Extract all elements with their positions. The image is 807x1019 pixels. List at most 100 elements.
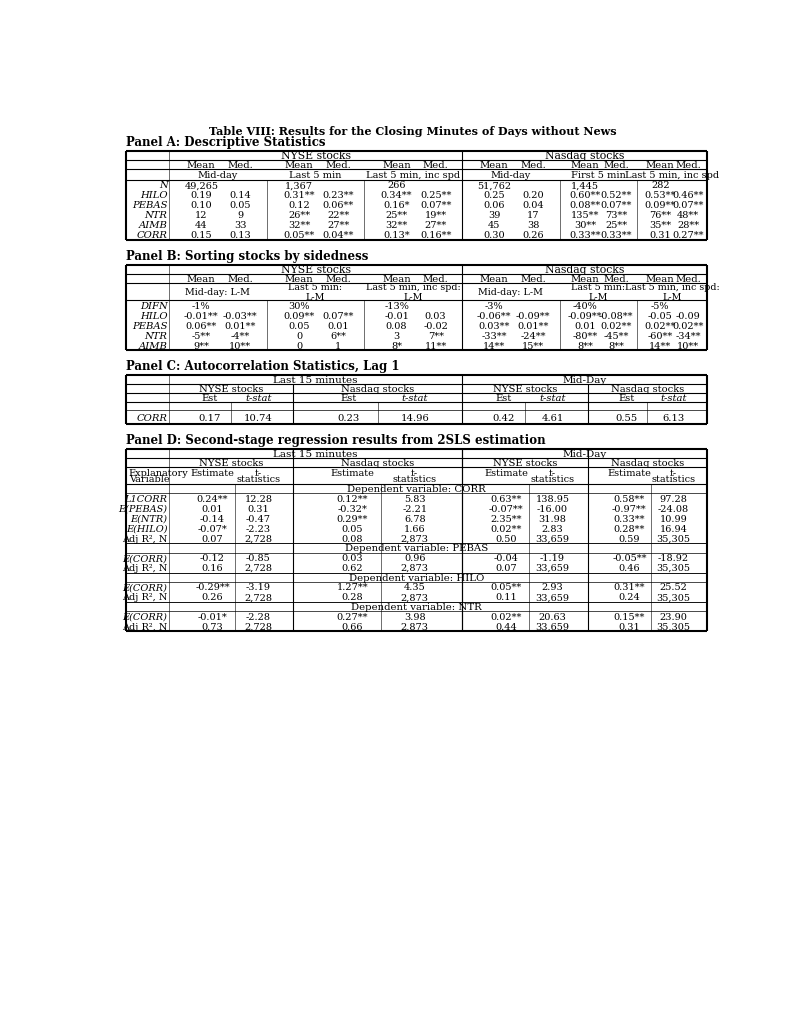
Text: 33,659: 33,659 xyxy=(535,534,570,543)
Text: 4.61: 4.61 xyxy=(541,413,563,422)
Text: -2.28: -2.28 xyxy=(246,612,271,621)
Text: 0.13: 0.13 xyxy=(229,231,251,240)
Text: -5**: -5** xyxy=(192,331,211,340)
Text: 16.94: 16.94 xyxy=(659,525,688,533)
Text: 0.59: 0.59 xyxy=(619,534,640,543)
Text: Adj R², N: Adj R², N xyxy=(122,622,168,631)
Text: 0.15: 0.15 xyxy=(190,231,212,240)
Text: 0.60**: 0.60** xyxy=(570,192,601,201)
Text: 2.93: 2.93 xyxy=(541,583,563,592)
Text: -33**: -33** xyxy=(482,331,507,340)
Text: Mean: Mean xyxy=(383,275,411,283)
Text: 0.09**: 0.09** xyxy=(283,311,315,320)
Text: 10**: 10** xyxy=(677,341,699,351)
Text: Med.: Med. xyxy=(228,275,253,283)
Text: 45: 45 xyxy=(488,221,500,230)
Text: Mid-day: L-M: Mid-day: L-M xyxy=(186,287,250,297)
Text: 6**: 6** xyxy=(330,331,346,340)
Text: Est: Est xyxy=(495,394,512,403)
Text: 0.31**: 0.31** xyxy=(283,192,315,201)
Text: 0.04**: 0.04** xyxy=(322,231,353,240)
Text: AIMB: AIMB xyxy=(139,341,168,351)
Text: 0.07**: 0.07** xyxy=(322,311,353,320)
Text: 33,659: 33,659 xyxy=(535,622,570,631)
Text: Last 5 min: Last 5 min xyxy=(290,171,341,179)
Text: 3.98: 3.98 xyxy=(404,612,425,621)
Text: -0.02: -0.02 xyxy=(423,321,448,330)
Text: 1.27**: 1.27** xyxy=(337,583,368,592)
Text: Mean: Mean xyxy=(187,275,215,283)
Text: 0.12: 0.12 xyxy=(288,201,310,210)
Text: 1,445: 1,445 xyxy=(571,181,600,191)
Text: 0: 0 xyxy=(296,341,302,351)
Text: E(HILO): E(HILO) xyxy=(126,525,168,533)
Text: 22**: 22** xyxy=(327,211,349,220)
Text: 38: 38 xyxy=(527,221,540,230)
Text: 2.35**: 2.35** xyxy=(490,515,521,524)
Text: Dependent variable: PEBAS: Dependent variable: PEBAS xyxy=(345,544,488,553)
Text: 0.02**: 0.02** xyxy=(491,612,521,621)
Text: 2,728: 2,728 xyxy=(245,534,272,543)
Text: Nasdaq stocks: Nasdaq stocks xyxy=(545,151,624,161)
Text: Last 5 min, inc spd: Last 5 min, inc spd xyxy=(366,171,460,179)
Text: 0.02**: 0.02** xyxy=(491,525,521,533)
Text: Med.: Med. xyxy=(604,161,629,170)
Text: 0.66: 0.66 xyxy=(341,622,363,631)
Text: Explanatory: Explanatory xyxy=(129,469,189,478)
Text: Dependent variable: CORR: Dependent variable: CORR xyxy=(347,485,486,493)
Text: Last 5 min:
L-M: Last 5 min: L-M xyxy=(288,282,343,302)
Text: Panel C: Autocorrelation Statistics, Lag 1: Panel C: Autocorrelation Statistics, Lag… xyxy=(126,360,399,373)
Text: 12: 12 xyxy=(195,211,207,220)
Text: 2,728: 2,728 xyxy=(245,622,272,631)
Text: Med.: Med. xyxy=(325,161,351,170)
Text: -24.08: -24.08 xyxy=(658,504,689,514)
Text: 2.83: 2.83 xyxy=(541,525,563,533)
Text: 0.24**: 0.24** xyxy=(197,494,228,503)
Text: DIFN: DIFN xyxy=(140,302,168,310)
Text: E(CORR): E(CORR) xyxy=(123,612,168,621)
Text: 0.12**: 0.12** xyxy=(337,494,368,503)
Text: Last 5 min:
L-M: Last 5 min: L-M xyxy=(571,282,625,302)
Text: 0.30: 0.30 xyxy=(483,231,505,240)
Text: 0.06**: 0.06** xyxy=(322,201,353,210)
Text: 1: 1 xyxy=(335,341,341,351)
Text: 35,305: 35,305 xyxy=(657,593,691,602)
Text: 26**: 26** xyxy=(288,211,310,220)
Text: AIMB: AIMB xyxy=(139,221,168,230)
Text: Nasdaq stocks: Nasdaq stocks xyxy=(611,459,684,468)
Text: 33: 33 xyxy=(234,221,247,230)
Text: -34**: -34** xyxy=(675,331,700,340)
Text: Mid-day: Mid-day xyxy=(198,171,238,179)
Text: -60**: -60** xyxy=(647,331,673,340)
Text: 97.28: 97.28 xyxy=(659,494,688,503)
Text: Mean: Mean xyxy=(480,275,508,283)
Text: Adj R², N: Adj R², N xyxy=(122,564,168,573)
Text: 2,873: 2,873 xyxy=(401,564,429,573)
Text: 39: 39 xyxy=(488,211,500,220)
Text: PEBAS: PEBAS xyxy=(132,201,168,210)
Text: 0.96: 0.96 xyxy=(404,553,425,562)
Text: 0.10: 0.10 xyxy=(190,201,212,210)
Text: Med.: Med. xyxy=(423,275,449,283)
Text: 19**: 19** xyxy=(424,211,447,220)
Text: Mean: Mean xyxy=(187,161,215,170)
Text: -0.01: -0.01 xyxy=(384,311,409,320)
Text: 0.55: 0.55 xyxy=(616,413,638,422)
Text: 0.63**: 0.63** xyxy=(491,494,521,503)
Text: Est: Est xyxy=(202,394,218,403)
Text: 0.33**: 0.33** xyxy=(570,231,601,240)
Text: 12.28: 12.28 xyxy=(245,494,272,503)
Text: 25**: 25** xyxy=(605,221,627,230)
Text: 3: 3 xyxy=(394,331,399,340)
Text: Panel B: Sorting stocks by sidedness: Panel B: Sorting stocks by sidedness xyxy=(126,250,368,263)
Text: 15**: 15** xyxy=(522,341,545,351)
Text: E(PEBAS): E(PEBAS) xyxy=(119,504,168,514)
Text: Last 5 min, inc spd:
L-M: Last 5 min, inc spd: L-M xyxy=(625,282,719,302)
Text: 0.13*: 0.13* xyxy=(383,231,410,240)
Text: 48**: 48** xyxy=(677,211,699,220)
Text: 0.23: 0.23 xyxy=(337,413,360,422)
Text: 51,762: 51,762 xyxy=(477,181,512,191)
Text: -0.85: -0.85 xyxy=(246,553,270,562)
Text: 0.07: 0.07 xyxy=(202,534,224,543)
Text: 2,728: 2,728 xyxy=(245,593,272,602)
